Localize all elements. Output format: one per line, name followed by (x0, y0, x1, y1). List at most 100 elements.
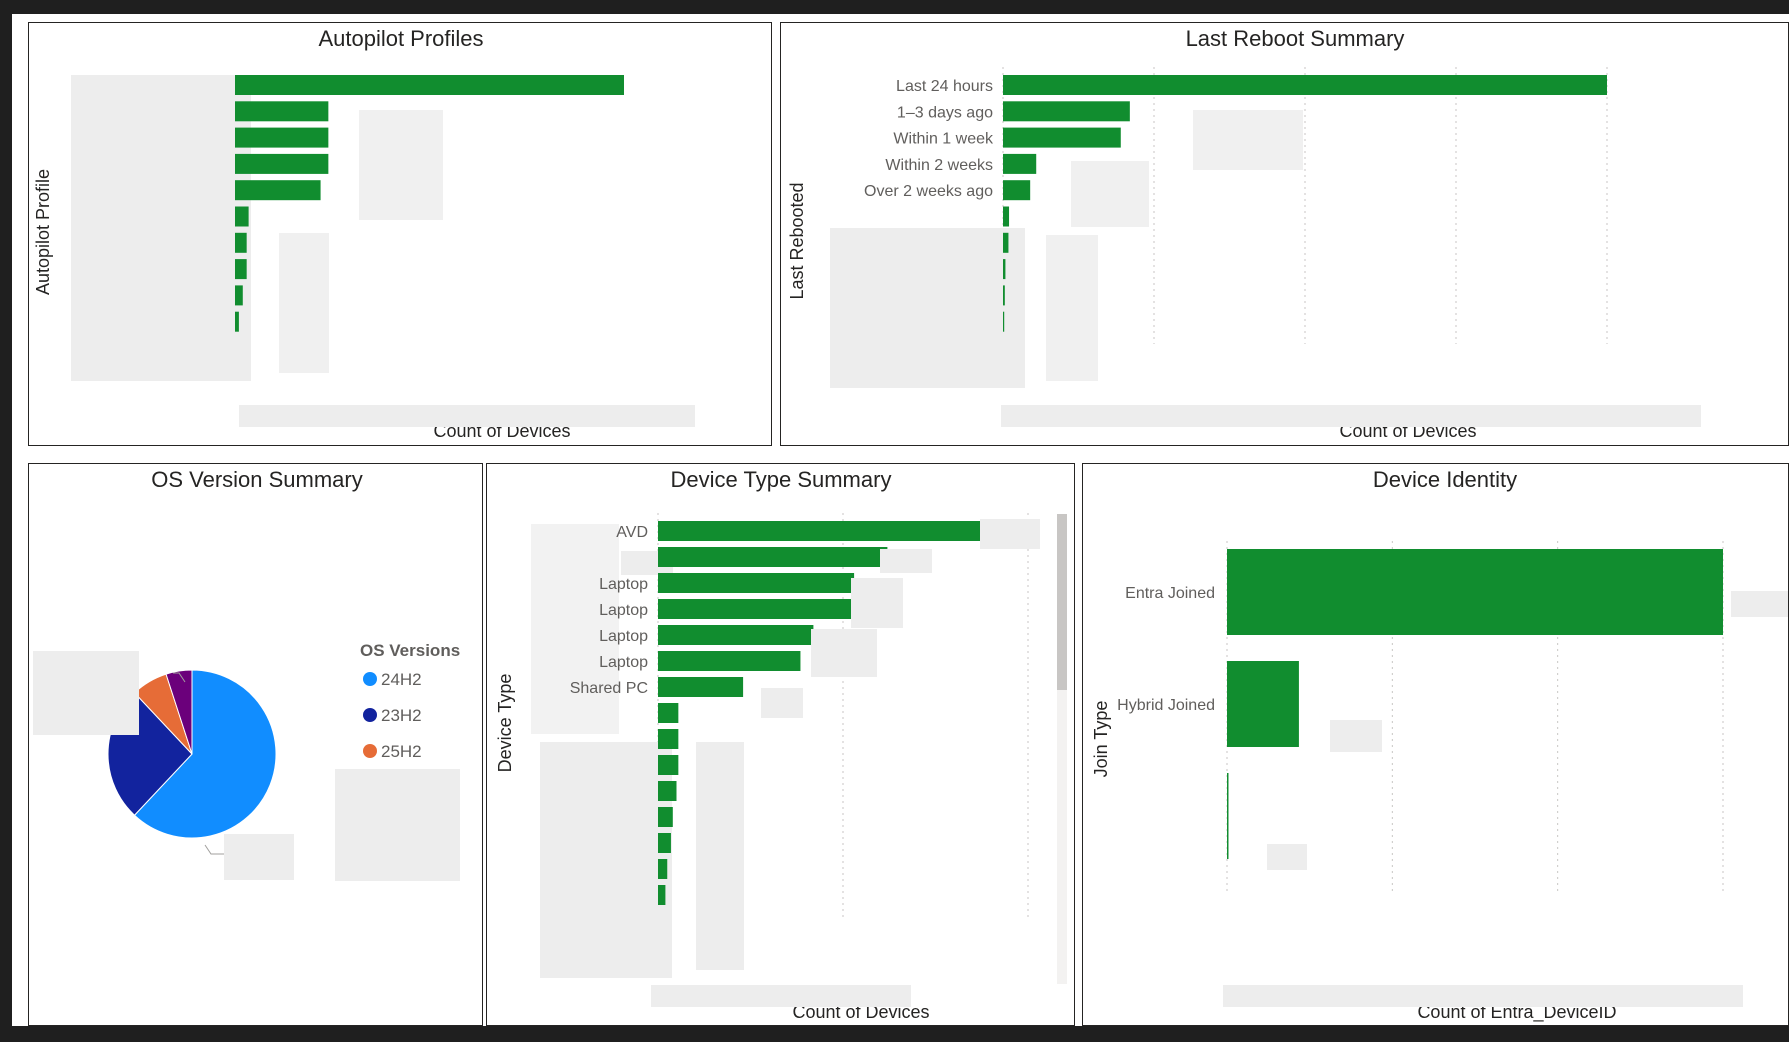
bar-autopilot-7[interactable] (235, 259, 247, 280)
redacted-pie-label-bottom (224, 834, 294, 880)
bar-autopilot-3[interactable] (235, 153, 329, 174)
bar-devicetype-0[interactable] (658, 521, 1028, 541)
redacted-x-ticks (1001, 405, 1701, 427)
bar-reboot-7[interactable] (1003, 259, 1006, 280)
reboot-chart-svg: Last Reboot Summary Last Rebooted Count … (787, 26, 1701, 441)
category-label: Within 1 week (893, 131, 994, 148)
redacted-data-label-1 (1731, 591, 1788, 617)
chart-title: Last Reboot Summary (1186, 26, 1405, 51)
chart-title: Device Identity (1373, 467, 1517, 492)
chart-title: Device Type Summary (671, 467, 892, 492)
redacted-data-labels-small (696, 742, 744, 970)
redacted-data-label-1 (980, 519, 1040, 549)
legend-title: OS Versions (360, 641, 460, 660)
redacted-data-label-2 (880, 549, 932, 573)
bar-autopilot-1[interactable] (235, 101, 329, 122)
category-label: Laptop (599, 602, 648, 619)
bar-devicetype-3[interactable] (658, 599, 853, 619)
redacted-data-labels-2 (1071, 161, 1149, 227)
redacted-category-prefix (531, 524, 619, 734)
bar-autopilot-4[interactable] (235, 180, 321, 201)
bar-identity-1[interactable] (1227, 661, 1299, 747)
category-label: Last 24 hours (896, 78, 993, 95)
bar-devicetype-7[interactable] (658, 703, 679, 723)
bar-devicetype-5[interactable] (658, 651, 801, 671)
category-label: Over 2 weeks ago (864, 183, 993, 200)
bar-reboot-8[interactable] (1003, 285, 1005, 306)
redacted-category-labels (71, 75, 251, 381)
bar-autopilot-9[interactable] (235, 311, 239, 332)
legend-item[interactable]: 23H2 (381, 706, 422, 725)
bar-reboot-3[interactable] (1003, 153, 1037, 174)
redacted-data-label-3 (851, 578, 903, 628)
bar-reboot-2[interactable] (1003, 127, 1121, 148)
scrollbar-track[interactable] (771, 77, 772, 397)
category-label: Laptop (599, 576, 648, 593)
redacted-category-labels (540, 742, 672, 978)
scrollbar-track[interactable] (1057, 514, 1067, 984)
pie-slice-0[interactable] (133, 669, 277, 839)
bar-devicetype-6[interactable] (658, 677, 744, 697)
pie-slice-3[interactable] (165, 669, 193, 755)
autopilot-chart-svg: Autopilot Profiles Autopilot Profile Cou… (33, 26, 772, 441)
leader-line-top (173, 672, 186, 683)
bar-reboot-6[interactable] (1003, 232, 1009, 253)
redacted-data-label-5 (761, 688, 803, 718)
bar-reboot-4[interactable] (1003, 180, 1031, 201)
bar-devicetype-8[interactable] (658, 729, 679, 749)
y-axis-title: Join Type (1091, 701, 1111, 778)
bar-devicetype-11[interactable] (658, 807, 673, 827)
os-pie-svg: OS Version Summary OS Versions 24H2 23H2 2… (33, 467, 460, 881)
bar-devicetype-10[interactable] (658, 781, 677, 801)
scrollbar-thumb[interactable] (771, 77, 772, 227)
bar-devicetype-1[interactable] (658, 547, 888, 567)
device-identity-visual[interactable]: Device Identity Join Type Count of Entra… (1082, 463, 1789, 1026)
bar-autopilot-0[interactable] (235, 75, 624, 95)
legend-item[interactable]: 24H2 (381, 670, 422, 689)
bar-autopilot-2[interactable] (235, 127, 329, 148)
category-label: Shared PC (570, 680, 648, 697)
redacted-data-label-3 (1267, 844, 1307, 870)
category-label: Hybrid Joined (1117, 697, 1215, 714)
bar-identity-2[interactable] (1227, 773, 1229, 859)
identity-chart-svg: Device Identity Join Type Count of Entra… (1091, 467, 1788, 1023)
redacted-data-labels (359, 110, 443, 220)
scrollbar-thumb[interactable] (1057, 514, 1067, 690)
bar-autopilot-8[interactable] (235, 285, 243, 306)
category-label: Laptop (599, 628, 648, 645)
redacted-x-ticks (1223, 985, 1743, 1007)
device-type-summary-visual[interactable]: Device Type Summary Device Type Count of… (486, 463, 1075, 1026)
redacted-pie-label-left (33, 651, 139, 735)
bar-devicetype-2[interactable] (658, 573, 855, 593)
bar-reboot-9[interactable] (1003, 311, 1005, 332)
bar-devicetype-12[interactable] (658, 833, 671, 853)
bar-devicetype-4[interactable] (658, 625, 814, 645)
legend-item[interactable]: 25H2 (381, 742, 422, 761)
category-label: Entra Joined (1125, 585, 1215, 602)
redacted-legend-items (335, 769, 460, 881)
bar-identity-0[interactable] (1227, 549, 1723, 635)
chart-title: OS Version Summary (151, 467, 363, 492)
bar-reboot-5[interactable] (1003, 206, 1010, 227)
leader-line-bottom (204, 844, 229, 855)
redacted-category-labels (830, 228, 1025, 388)
report-canvas: Autopilot Profiles Autopilot Profile Cou… (12, 14, 1789, 1026)
redacted-data-label-2 (1330, 720, 1382, 752)
y-axis-title: Autopilot Profile (33, 169, 53, 295)
x-axis-title: Count of Entra_DeviceID (1417, 1002, 1616, 1023)
last-reboot-summary-visual[interactable]: Last Reboot Summary Last Rebooted Count … (780, 22, 1789, 446)
category-label: Within 2 weeks (885, 157, 993, 174)
bar-devicetype-13[interactable] (658, 859, 668, 879)
redacted-x-ticks (651, 985, 911, 1007)
category-label: 1–3 days ago (897, 104, 993, 121)
os-version-summary-visual[interactable]: OS Version Summary OS Versions 24H2 23H2 2… (28, 463, 483, 1026)
bar-devicetype-14[interactable] (658, 885, 666, 905)
bar-autopilot-6[interactable] (235, 232, 247, 253)
bar-devicetype-9[interactable] (658, 755, 679, 775)
autopilot-profiles-visual[interactable]: Autopilot Profiles Autopilot Profile Cou… (28, 22, 772, 446)
bar-reboot-0[interactable] (1003, 75, 1607, 95)
legend-marker (363, 744, 377, 758)
redacted-data-labels (1193, 110, 1303, 170)
bar-reboot-1[interactable] (1003, 101, 1130, 122)
bar-autopilot-5[interactable] (235, 206, 249, 227)
